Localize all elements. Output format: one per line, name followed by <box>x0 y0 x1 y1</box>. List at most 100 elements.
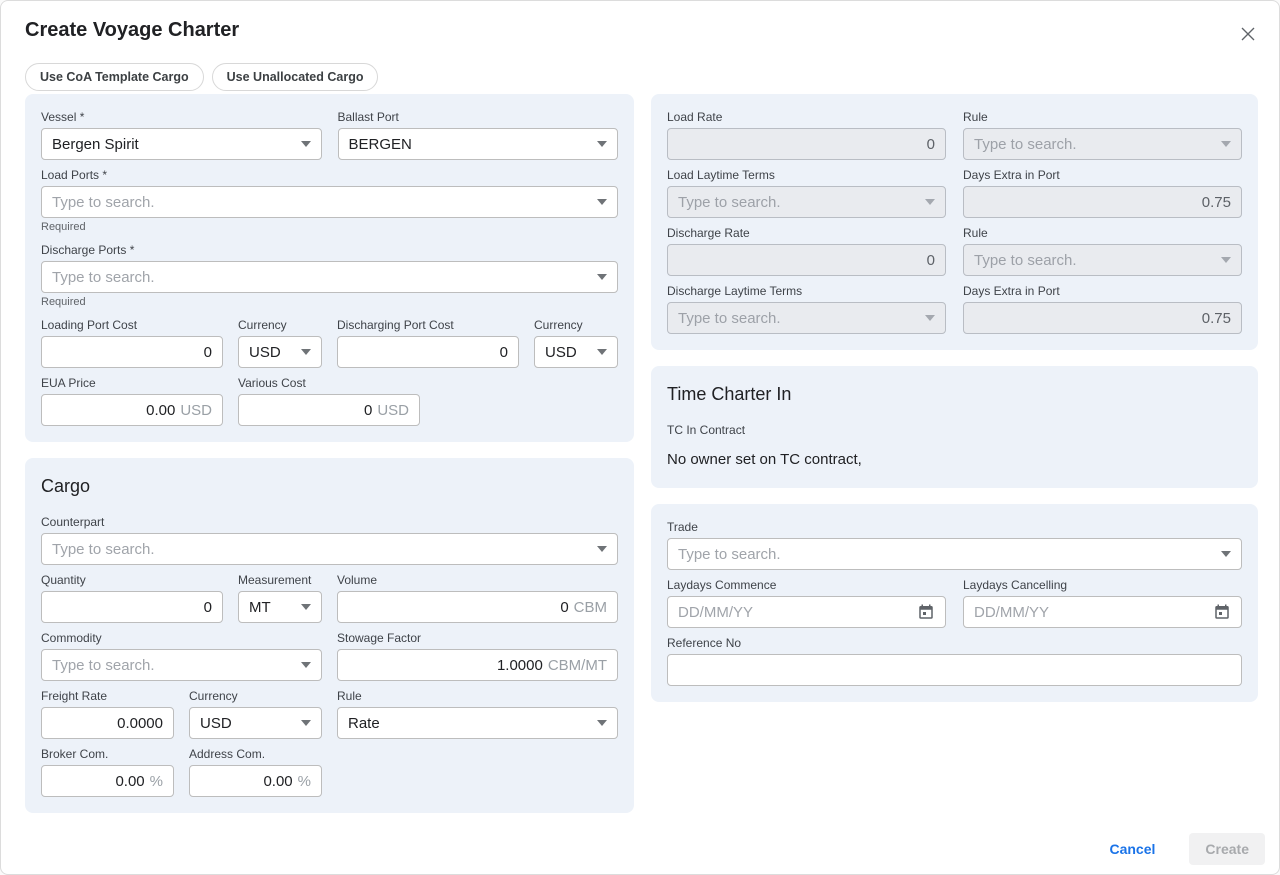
discharging-port-cost-value[interactable] <box>348 343 508 361</box>
load-ports-label: Load Ports * <box>41 168 108 182</box>
freight-rule-field: Rule Rate <box>337 689 618 739</box>
laydays-commence-value[interactable] <box>678 603 909 621</box>
chevron-down-icon <box>597 274 607 280</box>
discharging-currency-select[interactable]: USD <box>534 336 618 368</box>
load-rate-label: Load Rate <box>667 110 723 124</box>
vessel-select[interactable]: Bergen Spirit <box>41 128 322 160</box>
stowage-factor-field: Stowage Factor CBM/MT <box>337 631 618 681</box>
volume-field: Volume CBM <box>337 573 618 623</box>
freight-rule-select[interactable]: Rate <box>337 707 618 739</box>
discharge-laytime-terms-label: Discharge Laytime Terms <box>667 284 803 298</box>
close-button[interactable] <box>1233 19 1263 49</box>
discharge-ports-field: Discharge Ports * Type to search. Requir… <box>41 243 618 310</box>
commodity-select[interactable]: Type to search. <box>41 649 322 681</box>
reference-no-input[interactable] <box>667 654 1242 686</box>
measurement-select[interactable]: MT <box>238 591 322 623</box>
load-laytime-terms-field: Load Laytime Terms Type to search. <box>667 168 946 218</box>
broker-com-value[interactable] <box>52 772 145 790</box>
counterpart-select[interactable]: Type to search. <box>41 533 618 565</box>
close-icon <box>1241 27 1255 41</box>
volume-value[interactable] <box>348 598 569 616</box>
use-unallocated-cargo-button[interactable]: Use Unallocated Cargo <box>211 63 379 91</box>
broker-com-input[interactable]: % <box>41 765 174 797</box>
address-com-value[interactable] <box>200 772 293 790</box>
load-ports-field: Load Ports * Type to search. Required <box>41 168 618 235</box>
chevron-down-icon <box>597 546 607 552</box>
chevron-down-icon <box>597 720 607 726</box>
eua-price-input[interactable]: USD <box>41 394 223 426</box>
use-coa-template-cargo-button[interactable]: Use CoA Template Cargo <box>25 63 204 91</box>
load-rate-field: Load Rate <box>667 110 946 160</box>
counterpart-label: Counterpart <box>41 515 105 529</box>
loading-currency-value: USD <box>249 343 281 361</box>
volume-input[interactable]: CBM <box>337 591 618 623</box>
freight-rule-value: Rate <box>348 714 380 732</box>
calendar-icon[interactable] <box>1213 603 1231 621</box>
discharge-rate-label: Discharge Rate <box>667 226 750 240</box>
various-cost-field: Various Cost USD <box>238 376 420 426</box>
loading-port-cost-input[interactable] <box>41 336 223 368</box>
laydays-commence-input[interactable] <box>667 596 946 628</box>
create-button[interactable]: Create <box>1189 833 1265 865</box>
discharging-port-cost-input[interactable] <box>337 336 519 368</box>
reference-no-value[interactable] <box>678 661 1231 679</box>
loading-port-cost-value[interactable] <box>52 343 212 361</box>
broker-com-unit: % <box>149 772 163 790</box>
time-charter-in-heading: Time Charter In <box>667 384 792 404</box>
discharge-ports-label: Discharge Ports * <box>41 243 135 257</box>
discharge-ports-placeholder: Type to search. <box>52 268 155 286</box>
discharge-rate-value <box>678 251 935 269</box>
eua-price-value[interactable] <box>52 401 176 419</box>
discharge-rate-input <box>667 244 946 276</box>
various-cost-label: Various Cost <box>238 376 306 390</box>
stowage-factor-input[interactable]: CBM/MT <box>337 649 618 681</box>
chevron-down-icon <box>1221 257 1231 263</box>
various-cost-input[interactable]: USD <box>238 394 420 426</box>
measurement-value: MT <box>249 598 271 616</box>
calendar-icon[interactable] <box>917 603 935 621</box>
chevron-down-icon <box>597 141 607 147</box>
various-cost-unit: USD <box>377 401 409 419</box>
freight-currency-select[interactable]: USD <box>189 707 322 739</box>
loading-port-cost-field: Loading Port Cost <box>41 318 223 368</box>
laydays-commence-field: Laydays Commence <box>667 578 946 628</box>
various-cost-value[interactable] <box>249 401 373 419</box>
stowage-factor-unit: CBM/MT <box>547 656 607 674</box>
discharging-currency-field: Currency USD <box>534 318 618 368</box>
address-com-input[interactable]: % <box>189 765 322 797</box>
loading-port-cost-label: Loading Port Cost <box>41 318 138 332</box>
voyage-panel: Vessel * Bergen Spirit Ballast Port BERG… <box>25 94 634 442</box>
quantity-input[interactable] <box>41 591 223 623</box>
freight-rate-label: Freight Rate <box>41 689 108 703</box>
load-days-extra-field: Days Extra in Port <box>963 168 1242 218</box>
laydays-cancelling-value[interactable] <box>974 603 1205 621</box>
address-com-label: Address Com. <box>189 747 266 761</box>
load-ports-required-hint: Required <box>41 221 86 233</box>
vessel-field: Vessel * Bergen Spirit <box>41 110 322 160</box>
chevron-down-icon <box>1221 551 1231 557</box>
discharge-ports-select[interactable]: Type to search. <box>41 261 618 293</box>
discharge-rule-field: Rule Type to search. <box>963 226 1242 276</box>
vessel-value: Bergen Spirit <box>52 135 139 153</box>
chevron-down-icon <box>301 604 311 610</box>
load-days-extra-input <box>963 186 1242 218</box>
trade-select[interactable]: Type to search. <box>667 538 1242 570</box>
cargo-heading: Cargo <box>41 476 91 496</box>
load-ports-select[interactable]: Type to search. <box>41 186 618 218</box>
freight-rate-value[interactable] <box>52 714 163 732</box>
reference-no-label: Reference No <box>667 636 742 650</box>
laydays-cancelling-input[interactable] <box>963 596 1242 628</box>
loading-currency-select[interactable]: USD <box>238 336 322 368</box>
address-com-field: Address Com. % <box>189 747 322 797</box>
stowage-factor-value[interactable] <box>348 656 543 674</box>
discharging-currency-label: Currency <box>534 318 583 332</box>
quantity-value[interactable] <box>52 598 212 616</box>
cancel-button[interactable]: Cancel <box>1099 835 1165 863</box>
trade-field: Trade Type to search. <box>667 520 1242 570</box>
chevron-down-icon <box>300 141 311 147</box>
laytime-panel: Load Rate Rule Type to search. <box>651 94 1258 350</box>
discharge-rate-field: Discharge Rate <box>667 226 946 276</box>
address-com-unit: % <box>297 772 311 790</box>
ballast-port-select[interactable]: BERGEN <box>337 128 618 160</box>
freight-rate-input[interactable] <box>41 707 174 739</box>
